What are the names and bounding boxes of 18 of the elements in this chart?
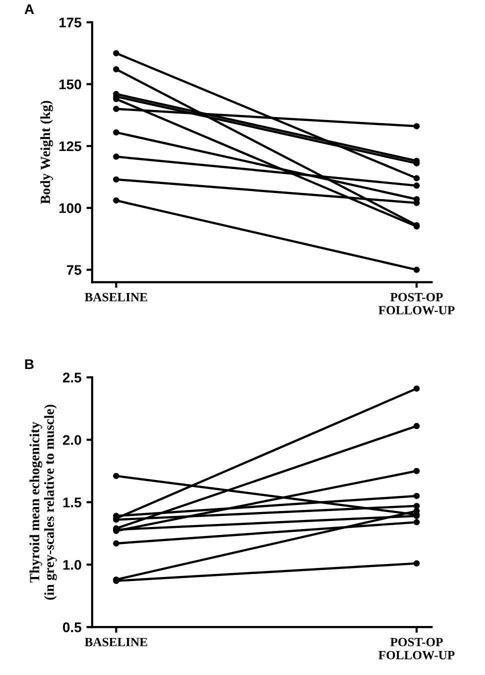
x-tick-label: POST-OP FOLLOW-UP [378, 292, 455, 314]
y-tick-label: 1.5 [63, 498, 82, 508]
y-tick-label: 175 [59, 18, 82, 28]
y-tick-label: 125 [59, 141, 82, 152]
chart-title: B [25, 359, 34, 369]
y-tick-label: 150 [59, 79, 82, 90]
y-axis-title: Body Weight (kg) [40, 100, 54, 204]
y-axis-title: Thyroid mean echogenicity (in grey-scales relative to muscle) [30, 404, 57, 600]
y-tick-label: 2.0 [62, 435, 82, 445]
y-tick-label: 1.0 [63, 560, 82, 570]
y-tick-label: 100 [59, 203, 82, 214]
y-tick-label: 0.5 [62, 622, 82, 632]
chart-title: A [24, 4, 34, 14]
y-tick-label: 75 [66, 265, 82, 275]
x-tick-label: BASELINE [84, 638, 148, 646]
x-tick-label: POST-OP FOLLOW-UP [378, 638, 455, 660]
x-tick-label: BASELINE [84, 292, 148, 302]
y-tick-label: 2.5 [62, 372, 82, 382]
